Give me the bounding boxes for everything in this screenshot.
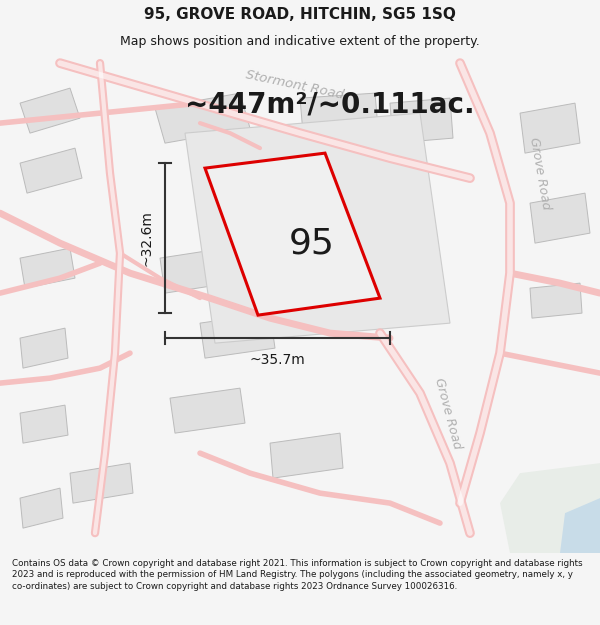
Polygon shape [220, 143, 330, 223]
Text: 95: 95 [289, 227, 335, 261]
Text: Contains OS data © Crown copyright and database right 2021. This information is : Contains OS data © Crown copyright and d… [12, 559, 583, 591]
Polygon shape [20, 148, 82, 193]
Polygon shape [520, 103, 580, 153]
Polygon shape [500, 463, 600, 553]
Text: ~447m²/~0.111ac.: ~447m²/~0.111ac. [185, 90, 475, 118]
Polygon shape [185, 113, 450, 343]
Text: Grove Road: Grove Road [527, 136, 553, 211]
Text: Map shows position and indicative extent of the property.: Map shows position and indicative extent… [120, 35, 480, 48]
Text: Stormont Road: Stormont Road [245, 68, 345, 102]
Polygon shape [20, 405, 68, 443]
Polygon shape [560, 498, 600, 553]
Polygon shape [155, 93, 250, 143]
Polygon shape [200, 313, 275, 358]
Polygon shape [20, 248, 75, 288]
Polygon shape [310, 178, 395, 258]
Text: 95, GROVE ROAD, HITCHIN, SG5 1SQ: 95, GROVE ROAD, HITCHIN, SG5 1SQ [144, 8, 456, 22]
Text: ~32.6m: ~32.6m [140, 210, 154, 266]
Polygon shape [70, 463, 133, 503]
Text: Grove Road: Grove Road [432, 376, 464, 450]
Polygon shape [20, 88, 80, 133]
Polygon shape [530, 193, 590, 243]
Polygon shape [20, 488, 63, 528]
Polygon shape [390, 98, 453, 143]
Polygon shape [300, 93, 378, 133]
Text: ~35.7m: ~35.7m [250, 353, 305, 367]
Polygon shape [205, 153, 380, 315]
Polygon shape [270, 433, 343, 478]
Polygon shape [20, 328, 68, 368]
Polygon shape [160, 248, 230, 293]
Polygon shape [530, 283, 582, 318]
Polygon shape [170, 388, 245, 433]
